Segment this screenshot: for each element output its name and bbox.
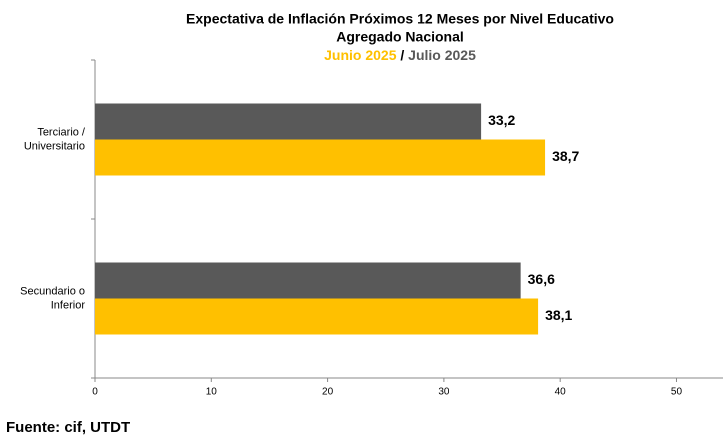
- bar: [95, 262, 521, 299]
- chart-subtitle: Agregado Nacional: [336, 29, 464, 45]
- bar: [95, 103, 482, 140]
- x-tick-label: 40: [555, 387, 567, 398]
- data-label: 38,7: [552, 148, 579, 164]
- x-tick-label: 0: [92, 387, 98, 398]
- x-tick-label: 10: [206, 387, 218, 398]
- data-label: 38,1: [545, 307, 572, 323]
- x-tick-label: 50: [671, 387, 683, 398]
- y-tick-label: Secundario o Inferior: [20, 285, 85, 311]
- source-label: Fuente:: [6, 419, 60, 436]
- x-tick-label: 30: [438, 387, 450, 398]
- x-tick-label: 20: [322, 387, 334, 398]
- chart-title: Expectativa de Inflación Próximos 12 Mes…: [186, 11, 614, 27]
- y-tick-label: Terciario / Universitario: [24, 126, 86, 152]
- data-label: 36,6: [528, 271, 555, 287]
- bar: [95, 298, 539, 335]
- source: Fuente: cif, UTDT: [6, 419, 130, 436]
- legend: Junio 2025 / Julio 2025: [324, 47, 476, 63]
- data-label: 33,2: [488, 112, 515, 128]
- source-text: cif, UTDT: [64, 419, 130, 436]
- legend-entry: Julio 2025: [408, 47, 476, 63]
- bar: [95, 139, 546, 176]
- legend-separator: /: [400, 47, 404, 63]
- legend-entry: Junio 2025: [324, 47, 397, 63]
